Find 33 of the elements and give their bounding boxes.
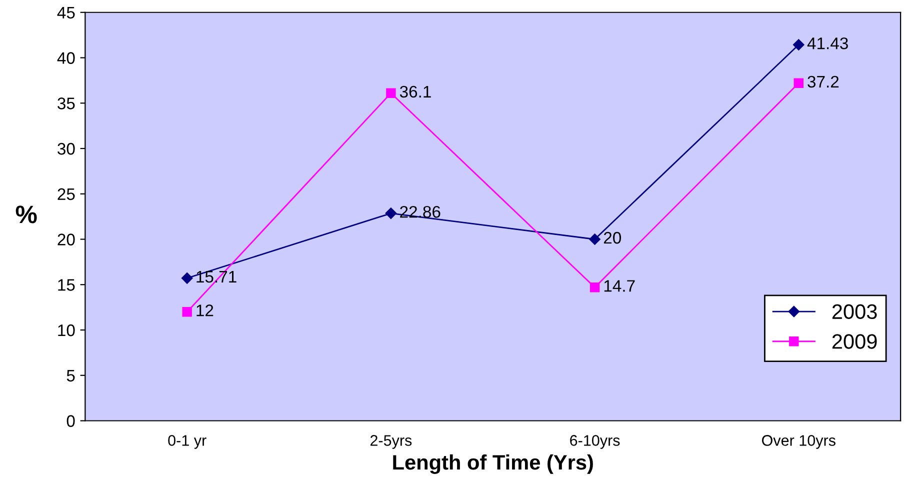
data-label: 12 xyxy=(196,304,214,316)
y-tick-label: 10 xyxy=(58,324,75,336)
y-tick-label: 25 xyxy=(58,188,75,200)
data-label: 41.43 xyxy=(807,37,848,50)
data-label: 14.7 xyxy=(604,280,635,292)
y-axis-title: % xyxy=(16,206,37,224)
point xyxy=(385,208,397,219)
x-tick-label: Over 10yrs xyxy=(762,435,836,449)
data-label: 20 xyxy=(604,232,622,244)
y-tick-label: 0 xyxy=(66,415,75,427)
point xyxy=(794,78,804,88)
legend-label: 2003 xyxy=(832,304,877,320)
point xyxy=(182,306,192,317)
y-tick-label: 30 xyxy=(58,142,75,155)
x-tick-label: 6-10yrs xyxy=(570,435,620,449)
legend-label: 2009 xyxy=(832,334,877,349)
y-tick-label: 40 xyxy=(57,52,75,64)
data-label: 36.1 xyxy=(400,86,431,98)
point xyxy=(590,282,600,292)
point xyxy=(181,272,193,284)
y-tick-label: 35 xyxy=(58,98,75,110)
y-tick-label: 15 xyxy=(58,279,75,291)
point xyxy=(589,234,600,245)
data-label: 22.86 xyxy=(400,206,440,218)
y-tick-label: 20 xyxy=(58,234,75,246)
point xyxy=(386,88,396,98)
x-tick-label: 0-1 yr xyxy=(168,435,206,449)
point xyxy=(793,39,804,50)
data-label: 37.2 xyxy=(808,76,839,88)
x-axis-title: Length of Time (Yrs) xyxy=(393,454,593,474)
x-tick-label: 2-5yrs xyxy=(370,435,412,449)
y-tick-label: 45 xyxy=(57,6,75,19)
y-tick-label: 5 xyxy=(66,370,75,382)
